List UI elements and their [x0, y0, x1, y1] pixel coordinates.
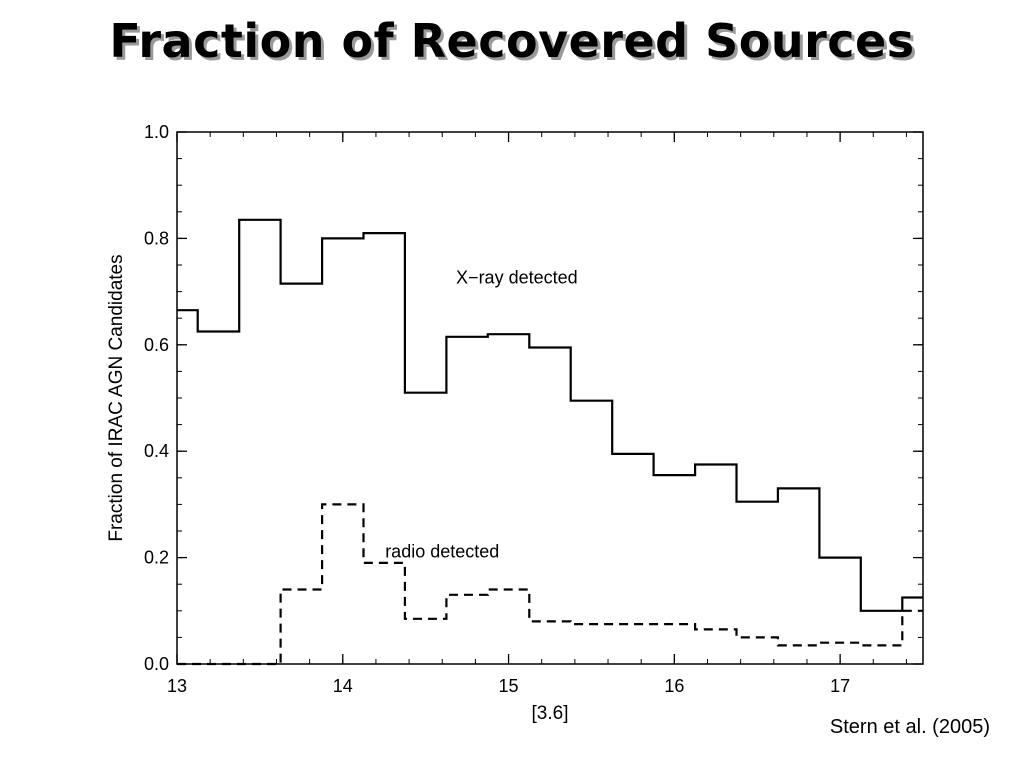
- ticks-layer: 13 14 15 16 17 0.0 0.2 0.4 0.6 0.8 1.0: [144, 122, 923, 696]
- y-tick-label: 1.0: [144, 122, 169, 142]
- x-tick-label: 15: [499, 676, 519, 696]
- annotation-layer: X−ray detected radio detected: [385, 268, 577, 562]
- series-layer: [177, 218, 923, 666]
- y-tick-label: 0.0: [144, 654, 169, 674]
- x-tick-label: 14: [333, 676, 353, 696]
- series-radio-detected: [177, 503, 923, 666]
- y-tick-label: 0.4: [144, 441, 169, 461]
- annotation-xray-detected: X−ray detected: [456, 268, 578, 288]
- y-tick-label: 0.6: [144, 335, 169, 355]
- citation: Stern et al. (2005): [829, 716, 990, 738]
- x-tick-label: 16: [664, 676, 684, 696]
- x-tick-label: 17: [830, 676, 850, 696]
- slide-title: Fraction of Recovered Sources: [109, 14, 915, 68]
- x-axis-title: [3.6]: [532, 703, 569, 724]
- y-tick-label: 0.8: [144, 228, 169, 248]
- annotation-radio-detected: radio detected: [385, 542, 499, 562]
- series-xray-detected: [177, 218, 923, 612]
- x-tick-label: 13: [167, 676, 187, 696]
- y-tick-label: 0.2: [144, 548, 169, 568]
- y-axis-title: Fraction of IRAC AGN Candidates: [106, 254, 127, 541]
- plot-frame: [176, 131, 924, 665]
